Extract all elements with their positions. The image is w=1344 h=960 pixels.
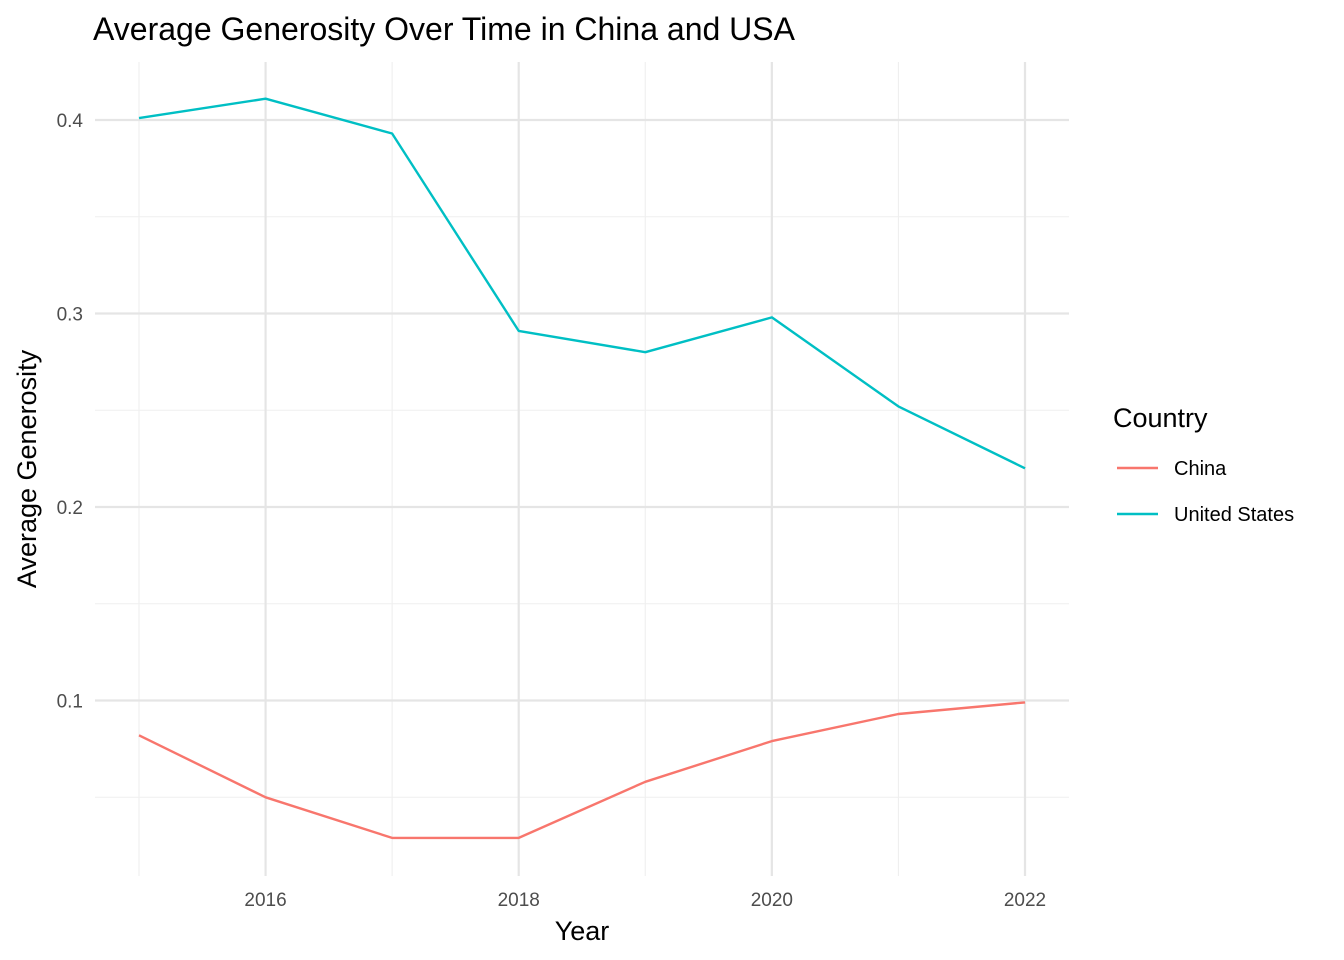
series-line-china [138,701,1026,840]
y-axis-ticks: 0.1 0.2 0.3 0.4 [57,111,84,713]
x-tick-label: 2018 [498,890,540,911]
x-tick-label: 2022 [1004,890,1046,911]
legend-label-china: China [1174,458,1227,480]
series-layer [138,97,1026,840]
y-tick-label: 0.1 [57,692,83,713]
y-axis-title: Average Generosity [12,349,42,588]
series-line-united-states [138,97,1026,470]
y-tick-label: 0.3 [57,305,83,326]
legend-title: Country [1113,403,1208,433]
chart-title: Average Generosity Over Time in China an… [93,11,796,47]
x-axis-title: Year [555,916,610,946]
legend-label-united-states: United States [1174,504,1294,526]
x-tick-label: 2016 [244,890,286,911]
major-gridlines [95,62,1069,876]
x-axis-ticks: 2016 2018 2020 2022 [244,890,1046,911]
y-tick-label: 0.2 [57,498,83,519]
minor-gridlines [95,62,1069,876]
x-tick-label: 2020 [751,890,793,911]
legend: Country China United States [1113,403,1294,526]
y-tick-label: 0.4 [57,111,84,132]
